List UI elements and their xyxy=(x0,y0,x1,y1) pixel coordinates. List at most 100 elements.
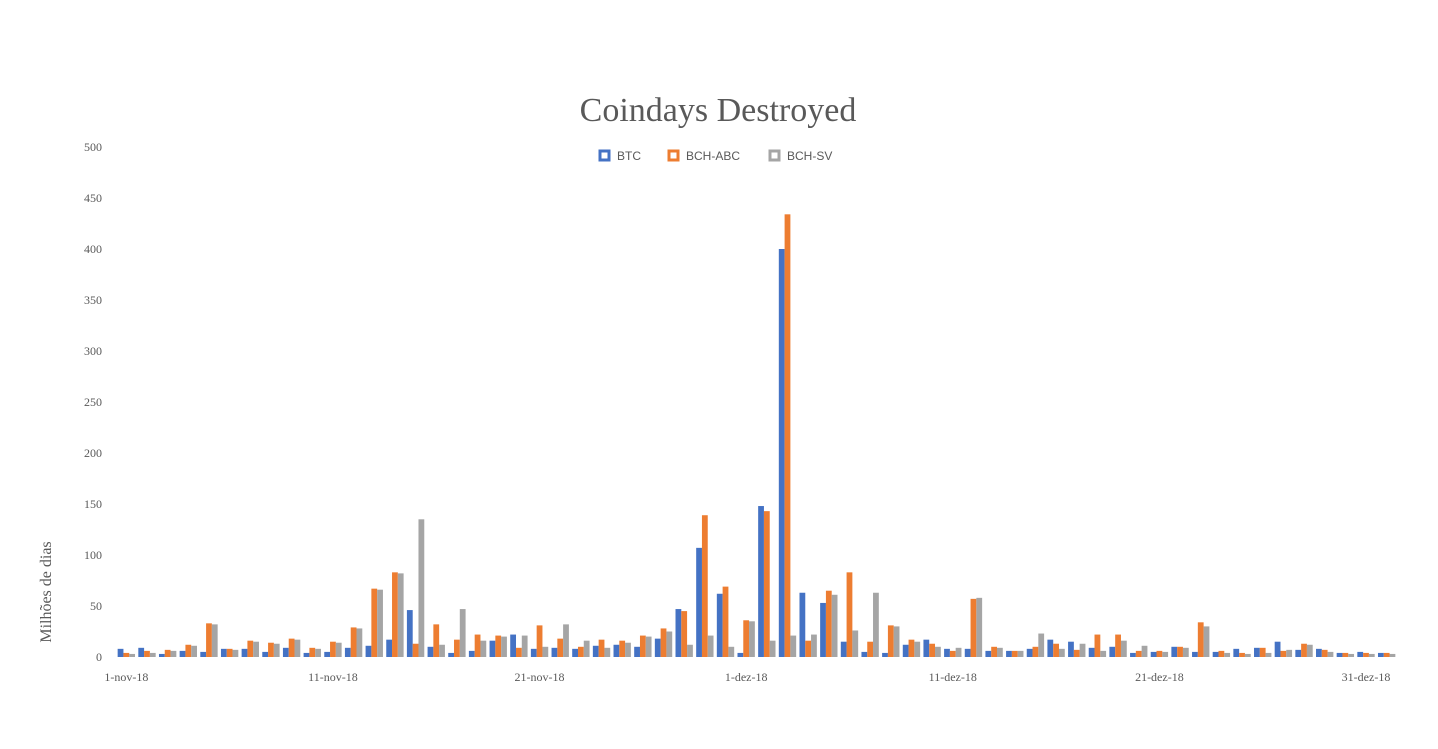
x-axis-ticks: 1-nov-18 11-nov-18 21-nov-18 1-dez-18 11-dez… xyxy=(104,670,1390,684)
y-tick-label: 250 xyxy=(84,395,102,409)
series-btc xyxy=(117,249,1384,657)
bar-btc xyxy=(1026,648,1033,657)
bar-bch-sv xyxy=(377,589,383,657)
x-tick-label: 21-dez-18 xyxy=(1135,670,1184,684)
bar-bch-abc xyxy=(929,643,936,657)
bar-bch-sv xyxy=(129,653,136,657)
bar-btc xyxy=(1006,650,1012,657)
x-tick-label: 1-nov-18 xyxy=(104,670,148,684)
bar-btc xyxy=(758,506,764,657)
bar-bch-abc xyxy=(1094,634,1101,657)
x-tick-label: 31-dez-18 xyxy=(1342,670,1391,684)
bar-btc xyxy=(365,645,372,657)
y-axis-ticks: 0 50 100 150 200 250 300 350 400 450 500 xyxy=(84,140,102,664)
y-tick-label: 150 xyxy=(84,497,102,511)
bar-bch-sv xyxy=(1244,653,1251,657)
y-tick-label: 400 xyxy=(84,242,102,256)
bar-bch-abc xyxy=(805,640,812,657)
legend: BTC BCH-ABC BCH-SV xyxy=(598,149,832,163)
legend-label-bch-sv: BCH-SV xyxy=(787,149,832,163)
bar-bch-abc xyxy=(185,644,192,657)
bar-bch-sv xyxy=(1182,647,1189,657)
bar-bch-abc xyxy=(1032,646,1039,657)
bar-btc xyxy=(262,651,269,657)
bar-bch-sv xyxy=(604,647,611,657)
bar-bch-sv xyxy=(294,639,301,657)
bar-bch-abc xyxy=(164,649,171,657)
bar-btc xyxy=(448,652,455,657)
bar-bch-sv xyxy=(728,646,735,657)
bar-bch-abc xyxy=(144,650,150,657)
bar-bch-abc xyxy=(247,640,254,657)
bar-btc xyxy=(1047,639,1054,657)
y-axis-title: Milhões de dias xyxy=(38,541,55,642)
bar-bch-abc xyxy=(433,624,440,657)
bar-bch-abc xyxy=(288,638,295,657)
bar-btc xyxy=(241,648,248,657)
bar-bch-sv xyxy=(997,647,1003,657)
bar-bch-sv xyxy=(583,640,590,657)
legend-swatch-bch-abc xyxy=(667,149,680,162)
bar-bch-abc xyxy=(557,638,564,657)
bar-btc xyxy=(427,646,434,657)
bar-btc xyxy=(820,602,826,657)
bar-bch-abc xyxy=(1259,647,1266,657)
chart-title: Coindays Destroyed xyxy=(580,92,857,129)
bar-btc xyxy=(179,650,186,657)
bar-bch-abc xyxy=(1156,650,1163,657)
bar-bch-abc xyxy=(784,214,791,657)
bar-bch-abc xyxy=(268,642,274,657)
bar-bch-abc xyxy=(1383,652,1390,657)
bar-bch-sv xyxy=(831,594,838,657)
y-tick-label: 450 xyxy=(84,191,102,205)
y-tick-label: 350 xyxy=(84,293,102,307)
bar-bch-abc xyxy=(1321,649,1328,657)
bar-bch-sv xyxy=(1038,633,1045,657)
bar-bch-sv xyxy=(687,644,693,657)
bar-bch-sv xyxy=(315,648,321,657)
series-bch-sv xyxy=(129,519,1396,657)
bar-btc xyxy=(1130,652,1136,657)
bar-bch-sv xyxy=(232,649,239,657)
bar-btc xyxy=(1254,647,1260,657)
bar-bch-sv xyxy=(170,650,177,657)
legend-label-bch-abc: BCH-ABC xyxy=(686,149,740,163)
bar-bch-sv xyxy=(1286,649,1293,657)
bar-bch-abc xyxy=(763,511,770,657)
bar-bch-abc xyxy=(639,635,646,657)
x-tick-label: 11-dez-18 xyxy=(929,670,977,684)
y-tick-label: 0 xyxy=(96,650,102,664)
bar-btc xyxy=(716,593,723,657)
bar-bch-abc xyxy=(991,646,997,657)
bar-btc xyxy=(1088,647,1095,657)
bar-btc xyxy=(324,651,331,657)
bar-btc xyxy=(1212,651,1219,657)
bar-bch-sv xyxy=(542,646,549,657)
bar-btc xyxy=(1109,646,1116,657)
bar-bch-sv xyxy=(1306,644,1313,657)
bar-btc xyxy=(882,652,888,657)
bar-bch-sv xyxy=(418,519,425,657)
bar-bch-sv xyxy=(501,636,507,657)
bar-btc xyxy=(406,610,413,657)
bar-bch-sv xyxy=(707,635,714,657)
bar-bch-sv xyxy=(1224,652,1231,657)
legend-label-btc: BTC xyxy=(617,149,641,163)
bar-bch-abc xyxy=(598,639,605,657)
bar-bch-abc xyxy=(495,635,502,657)
bar-bch-sv xyxy=(852,630,859,657)
bar-bch-abc xyxy=(1135,650,1142,657)
bar-btc xyxy=(1171,646,1178,657)
bar-series xyxy=(117,214,1396,657)
bar-btc xyxy=(1336,652,1343,657)
bar-bch-abc xyxy=(516,647,522,657)
bar-bch-sv xyxy=(1389,653,1396,657)
bar-bch-sv xyxy=(873,592,879,657)
bar-btc xyxy=(1295,649,1302,657)
bar-btc xyxy=(489,640,496,657)
bar-bch-abc xyxy=(660,628,667,657)
bar-btc xyxy=(1357,651,1364,657)
bar-bch-sv xyxy=(1120,640,1127,657)
bar-btc xyxy=(282,647,289,657)
bar-bch-abc xyxy=(970,598,977,657)
